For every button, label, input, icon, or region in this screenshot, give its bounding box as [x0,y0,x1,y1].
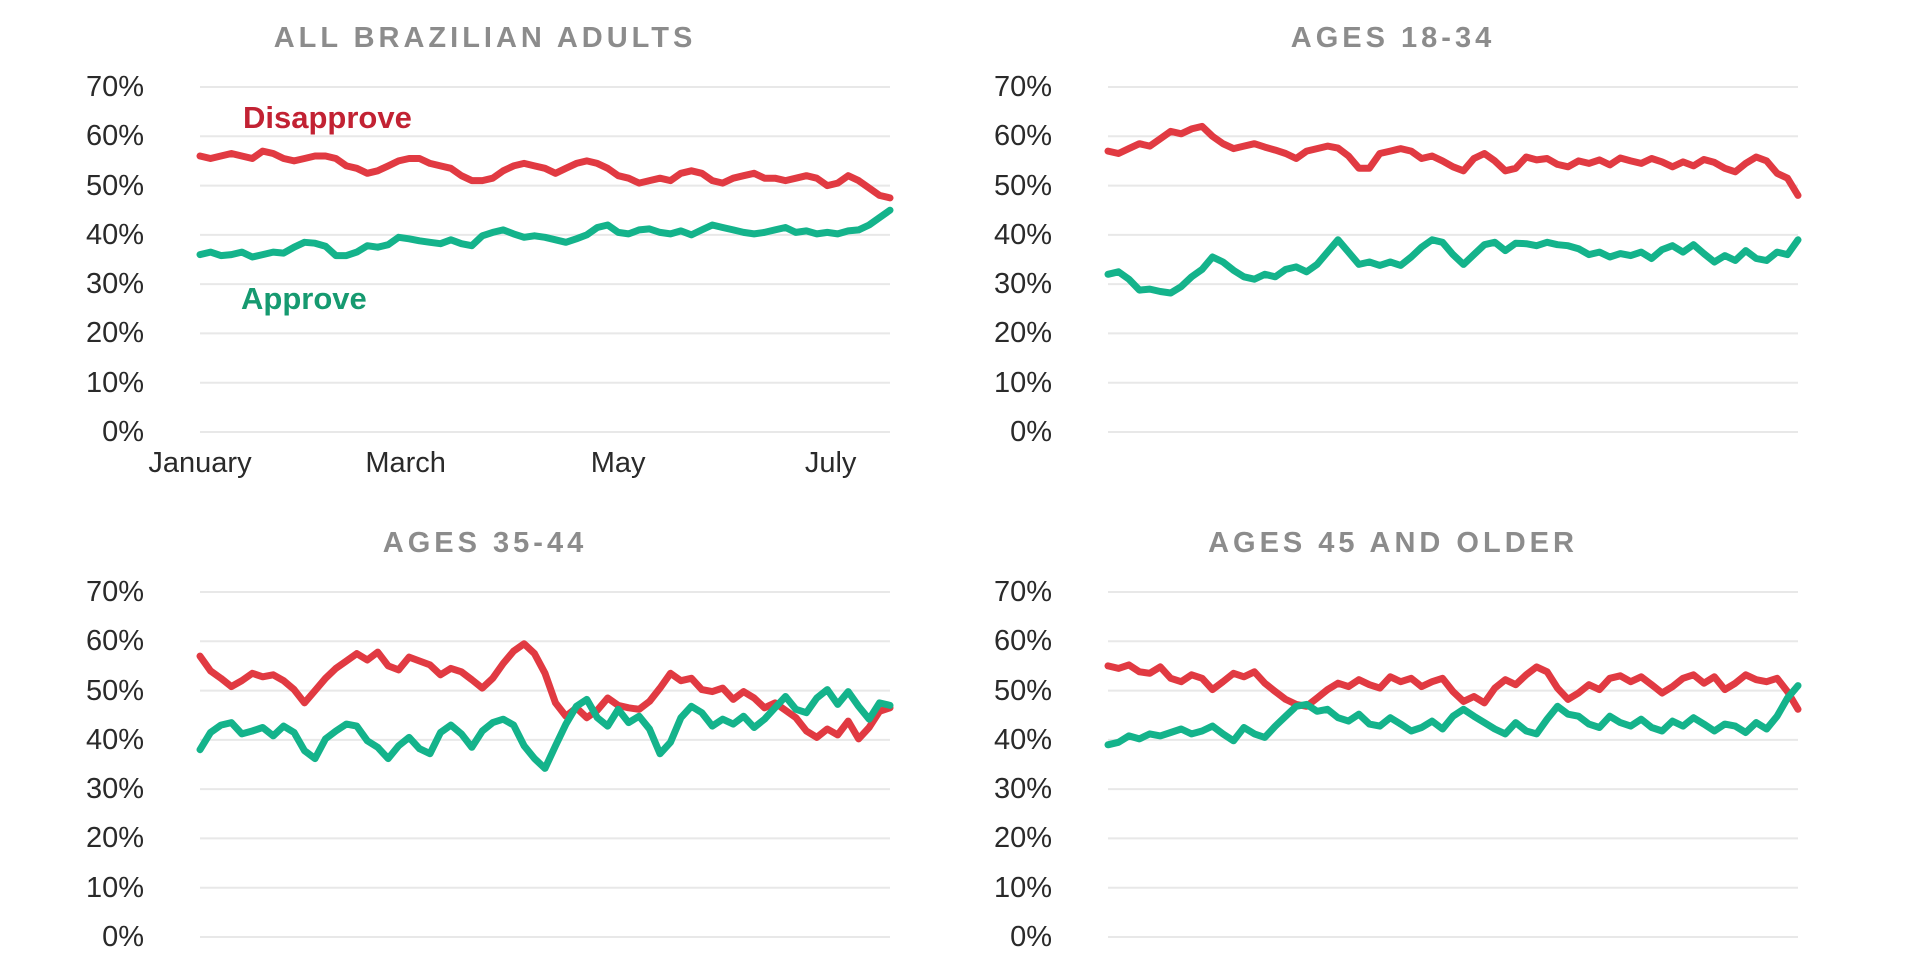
plot-area: Disapprove Approve [196,86,894,433]
y-tick-label: 70% [85,576,144,608]
x-axis: January March May July [148,446,890,482]
chart-panel-ages-35-44: AGES 35-44 70% 60% 50% 40% 30% 20% 10% 0% [86,527,894,953]
y-tick-label: 40% [993,723,1052,756]
line-disapprove [1104,661,1802,713]
y-tick-label: 70% [993,576,1052,608]
y-tick-label: 60% [85,120,144,153]
y-tick-label: 20% [85,822,144,855]
y-tick-label: 0% [102,921,144,953]
y-tick-label: 20% [85,317,144,350]
approve-series-label: Approve [241,281,367,316]
y-axis: 70% 60% 50% 40% 30% 20% 10% 0% [52,576,172,953]
chart-panel-ages-18-34: AGES 18-34 70% 60% 50% 40% 30% 20% 10% 0% [994,22,1802,448]
plot-area [196,591,894,938]
y-tick-label: 10% [993,871,1052,904]
line-disapprove [1104,122,1802,199]
y-axis: 70% 60% 50% 40% 30% 20% 10% 0% [960,576,1080,953]
y-tick-label: 0% [1010,921,1052,953]
plot-area [1104,86,1802,433]
line-approve [196,686,894,772]
chart-panel-ages-45-older: AGES 45 AND OLDER 70% 60% 50% 40% 30% 20% 10% 0… [994,527,1802,953]
y-tick-label: 10% [993,366,1052,399]
y-tick-label: 50% [85,169,144,202]
y-tick-label: 60% [993,120,1052,153]
y-tick-label: 40% [993,218,1052,251]
line-chart [196,591,894,938]
y-tick-label: 20% [993,317,1052,350]
panel-title: AGES 45 AND OLDER [1208,527,1578,559]
y-tick-label: 60% [993,625,1052,658]
y-tick-label: 30% [85,773,144,806]
chart-panel-all-adults: ALL BRAZILIAN ADULTS Disapprove Approve … [86,22,894,479]
line-chart [1104,86,1802,433]
panel-title: ALL BRAZILIAN ADULTS [273,22,697,54]
line-approve [1104,236,1802,297]
x-tick-label: May [590,447,646,479]
y-tick-label: 50% [993,169,1052,202]
y-tick-label: 10% [85,871,144,904]
y-tick-label: 40% [85,218,144,251]
x-tick-label: March [365,447,446,479]
y-tick-label: 70% [85,71,144,103]
plot-area [1104,591,1802,938]
line-disapprove [196,147,894,202]
y-tick-label: 0% [102,416,144,448]
line-approve [196,206,894,261]
y-tick-label: 0% [1010,416,1052,448]
y-tick-label: 60% [85,625,144,658]
y-tick-label: 30% [993,268,1052,301]
y-tick-label: 40% [85,723,144,756]
disapprove-series-label: Disapprove [243,100,412,135]
x-tick-label: July [804,447,857,479]
y-tick-label: 30% [993,773,1052,806]
x-tick-label: January [148,447,252,479]
y-axis: 70% 60% 50% 40% 30% 20% 10% 0% [960,71,1080,448]
panel-title: AGES 35-44 [382,527,588,559]
y-axis: 70% 60% 50% 40% 30% 20% 10% 0% [52,71,172,448]
line-approve [1104,682,1802,749]
y-tick-label: 70% [993,71,1052,103]
panel-title: AGES 18-34 [1290,22,1496,54]
y-tick-label: 50% [993,674,1052,707]
y-tick-label: 10% [85,366,144,399]
y-tick-label: 20% [993,822,1052,855]
line-chart [1104,591,1802,938]
line-chart [196,86,894,433]
y-tick-label: 50% [85,674,144,707]
y-tick-label: 30% [85,268,144,301]
